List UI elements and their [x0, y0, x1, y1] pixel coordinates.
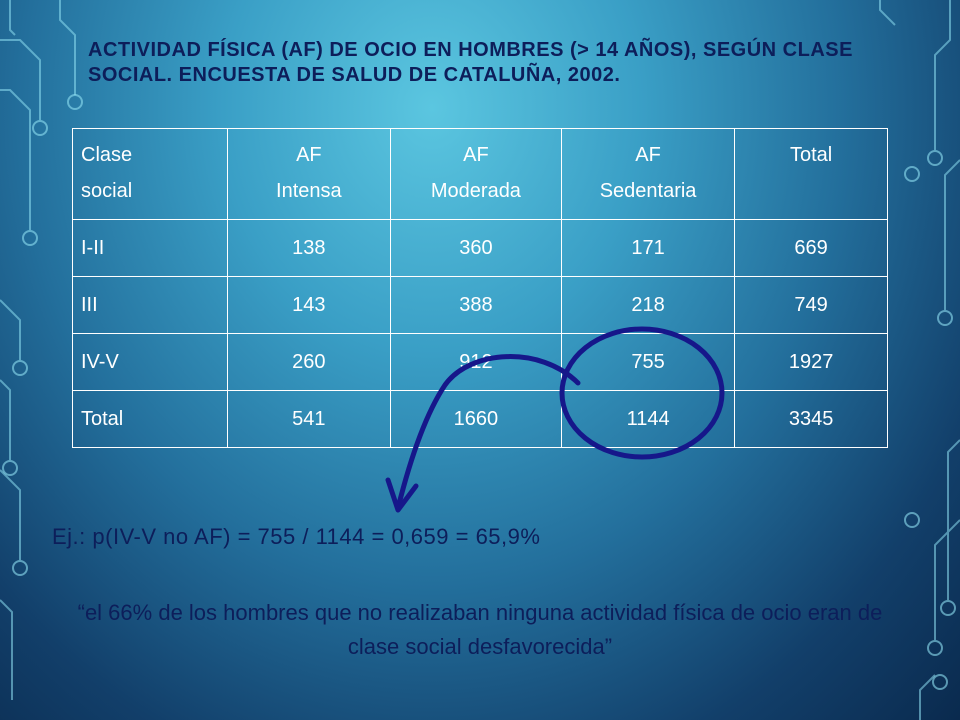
header-cell-total: Total [734, 128, 888, 220]
table-cell: 388 [389, 276, 562, 334]
table-cell: 171 [560, 219, 736, 277]
table-cell: I-II [72, 219, 228, 277]
table-cell: 143 [226, 276, 391, 334]
header-text: Clase [81, 144, 133, 166]
table-cell: 749 [734, 276, 888, 334]
header-cell-af-intensa: AF Intensa [226, 128, 391, 220]
table-cell: III [72, 276, 228, 334]
header-text: AF [463, 144, 489, 166]
table-row: Total 541 1660 1144 3345 [72, 390, 888, 448]
header-text: AF [296, 144, 322, 166]
table-cell: 138 [226, 219, 391, 277]
table-cell: Total [72, 390, 228, 448]
table-cell-highlighted: 1144 [560, 390, 736, 448]
header-text: Total [789, 144, 833, 166]
table-cell: 3345 [734, 390, 888, 448]
header-cell-clase-social: Clase social [72, 128, 228, 220]
table-cell: 1660 [389, 390, 562, 448]
header-text: AF [635, 144, 661, 166]
table-cell: 218 [560, 276, 736, 334]
table-row: I-II 138 360 171 669 [72, 219, 888, 277]
table-header-row: Clase social AF Intensa AF Moderada AF Seden… [72, 128, 888, 220]
table-cell: IV-V [72, 333, 228, 391]
conclusion-quote: “el 66% de los hombres que no realizaban… [77, 600, 883, 659]
table-cell: 669 [734, 219, 888, 277]
table-cell: 360 [389, 219, 562, 277]
example-calculation: Ej.: p(IV-V no AF) = 755 / 1144 = 0,659 … [52, 524, 541, 549]
table-cell: 1927 [734, 333, 888, 391]
header-cell-af-sedentaria: AF Sedentaria [560, 128, 736, 220]
table-row: IV-V 260 912 755 1927 [72, 333, 888, 391]
header-text: Moderada [430, 180, 521, 202]
table-row: III 143 388 218 749 [72, 276, 888, 334]
header-cell-af-moderada: AF Moderada [389, 128, 562, 220]
slide-title: ACTIVIDAD FÍSICA (AF) DE OCIO EN HOMBRES… [88, 39, 853, 86]
header-text: Sedentaria [599, 180, 697, 202]
table-cell-highlighted: 755 [560, 333, 736, 391]
header-text: Intensa [276, 180, 342, 202]
table-cell: 541 [226, 390, 391, 448]
data-table: Clase social AF Intensa AF Moderada AF Seden… [72, 128, 888, 448]
table-cell: 912 [389, 333, 562, 391]
table-cell: 260 [226, 333, 391, 391]
header-text: social [81, 180, 133, 202]
